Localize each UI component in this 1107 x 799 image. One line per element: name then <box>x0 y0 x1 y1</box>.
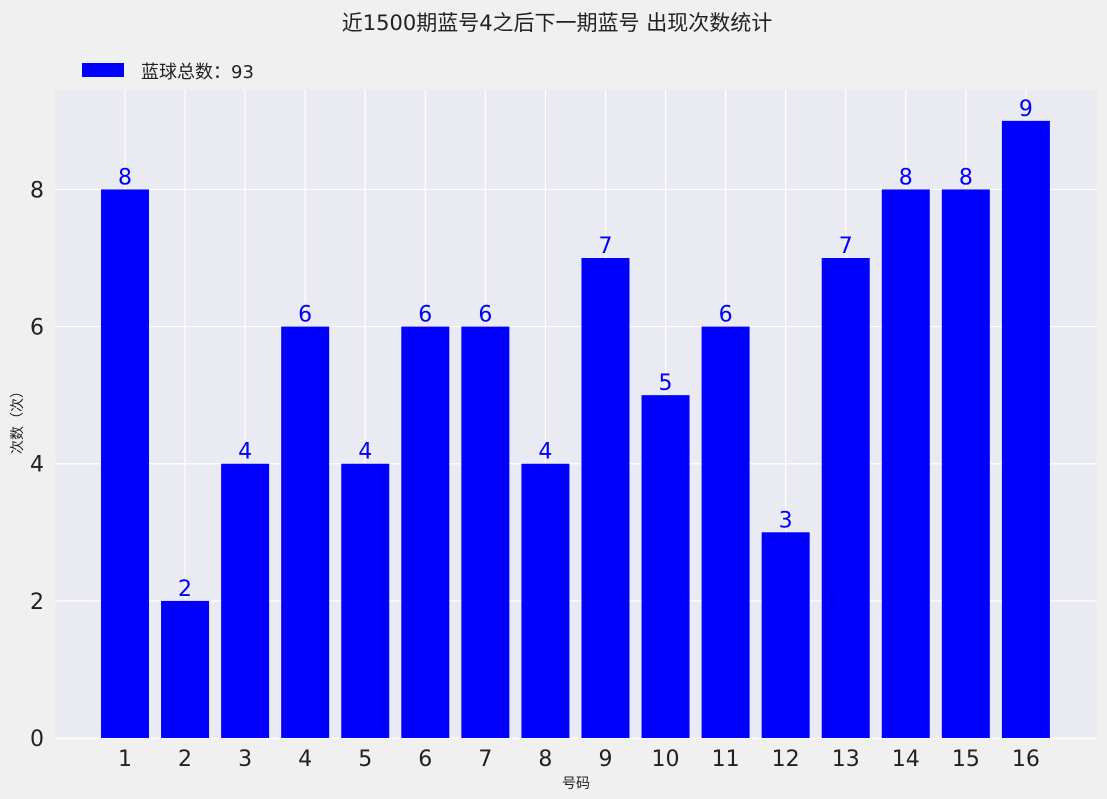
bar-14 <box>881 189 930 738</box>
x-tick-label-10: 10 <box>652 747 680 772</box>
bar-value-label-9: 7 <box>598 234 612 259</box>
bar-value-label-7: 6 <box>478 303 492 328</box>
x-tick-label-3: 3 <box>238 747 252 772</box>
x-tick-label-13: 13 <box>832 747 860 772</box>
legend-label: 蓝球总数：93 <box>141 62 254 83</box>
bar-value-label-8: 4 <box>538 440 552 465</box>
y-tick-label: 0 <box>30 727 44 752</box>
x-tick-label-1: 1 <box>118 747 132 772</box>
x-tick-label-6: 6 <box>418 747 432 772</box>
bar-7 <box>461 326 510 738</box>
bar-value-label-16: 9 <box>1019 97 1033 122</box>
bar-11 <box>701 326 750 738</box>
bar-15 <box>941 189 990 738</box>
bar-5 <box>341 463 390 738</box>
bar-12 <box>761 532 810 738</box>
bar-value-label-3: 4 <box>238 440 252 465</box>
y-tick-label: 2 <box>30 590 44 615</box>
legend-swatch <box>82 63 124 77</box>
bar-8 <box>521 463 570 738</box>
plot-area <box>55 90 1097 738</box>
bars <box>101 120 1050 739</box>
bar-value-label-11: 6 <box>719 303 733 328</box>
x-tick-label-15: 15 <box>952 747 980 772</box>
bar-16 <box>1001 120 1050 739</box>
bar-13 <box>821 258 870 738</box>
bar-10 <box>641 395 690 738</box>
x-tick-label-7: 7 <box>478 747 492 772</box>
x-axis-label: 号码 <box>562 776 590 792</box>
x-tick-label-8: 8 <box>538 747 552 772</box>
bar-4 <box>281 326 330 738</box>
bar-value-label-10: 5 <box>659 371 673 396</box>
bar-value-label-4: 6 <box>298 303 312 328</box>
y-tick-label: 8 <box>30 178 44 203</box>
bar-value-label-13: 7 <box>839 234 853 259</box>
bar-6 <box>401 326 450 738</box>
y-axis-label: 次数（次） <box>10 384 26 454</box>
bar-value-labels: 8 2 4 6 4 6 6 4 7 5 6 3 7 8 8 9 <box>118 97 1033 602</box>
x-tick-labels: 1 2 3 4 5 6 7 8 9 10 11 12 13 14 15 16 <box>118 747 1040 772</box>
y-tick-label: 4 <box>30 453 44 478</box>
x-tick-label-4: 4 <box>298 747 312 772</box>
x-tick-label-11: 11 <box>712 747 740 772</box>
legend: 蓝球总数：93 <box>82 62 254 83</box>
bar-9 <box>581 258 630 738</box>
x-tick-label-12: 12 <box>772 747 800 772</box>
bar-value-label-5: 4 <box>358 440 372 465</box>
x-tick-label-16: 16 <box>1012 747 1040 772</box>
bar-value-label-6: 6 <box>418 303 432 328</box>
bar-value-label-1: 8 <box>118 165 132 190</box>
x-tick-label-9: 9 <box>598 747 612 772</box>
bar-value-label-12: 3 <box>779 508 793 533</box>
chart-title: 近1500期蓝号4之后下一期蓝号 出现次数统计 <box>342 11 772 35</box>
y-tick-labels: 0 2 4 6 8 <box>30 178 44 752</box>
bar-1 <box>101 189 149 738</box>
x-tick-label-2: 2 <box>178 747 192 772</box>
bar-value-label-2: 2 <box>178 577 192 602</box>
y-tick-label: 6 <box>30 316 44 341</box>
bar-2 <box>161 600 210 738</box>
bar-3 <box>221 463 270 738</box>
x-tick-label-5: 5 <box>358 747 372 772</box>
bar-value-label-15: 8 <box>959 165 973 190</box>
bar-value-label-14: 8 <box>899 165 913 190</box>
x-tick-label-14: 14 <box>892 747 920 772</box>
